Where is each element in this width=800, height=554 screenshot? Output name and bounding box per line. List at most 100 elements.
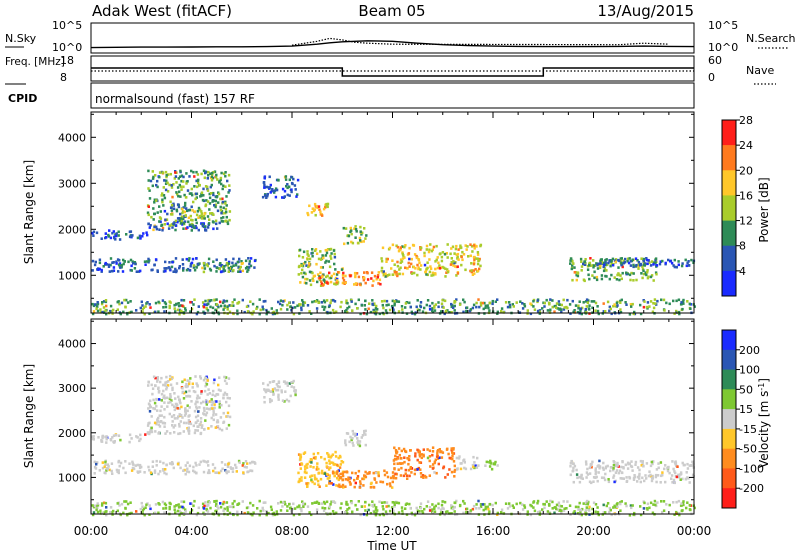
xtick-2: 08:00 — [275, 524, 310, 538]
power-band-3 — [180, 207, 206, 221]
power-band-7 — [297, 247, 345, 287]
power-band-9 — [380, 243, 483, 278]
power-cbar-tick-1: 8 — [739, 240, 746, 253]
freq-left-label: Freq. [MHz] — [5, 56, 65, 68]
power-band-10 — [342, 225, 368, 246]
velocity-cbar-seg-8 — [722, 488, 736, 509]
xtick-4: 16:00 — [476, 524, 511, 538]
power-ytick-0: 1000 — [58, 269, 86, 282]
velocity-cbar-tick-1: 100 — [739, 364, 760, 377]
power-ytick-3: 4000 — [58, 131, 86, 144]
velocity-band-7 — [455, 455, 480, 471]
cpid-text: normalsound (fast) 157 RF — [95, 92, 255, 106]
power-cbar-seg-0 — [722, 120, 736, 146]
xtick-1: 04:00 — [174, 524, 209, 538]
velocity-panel: 1000 2000 3000 4000 Slant Range [km] 200 100… — [22, 318, 771, 553]
power-cbar-tick-4: 20 — [739, 164, 753, 177]
xtick-3: 12:00 — [375, 524, 410, 538]
power-cbar-tick-5: 24 — [739, 139, 753, 152]
power-cbar-tick-2: 12 — [739, 215, 753, 228]
xtick-5: 20:00 — [576, 524, 611, 538]
velocity-cbar-tick-7: -200 — [739, 482, 764, 495]
velocity-band-0 — [91, 433, 147, 444]
freq-right-label: Nave — [746, 64, 774, 77]
power-band-4 — [91, 257, 257, 274]
velocity-band-6 — [392, 446, 457, 480]
power-cbar-seg-5 — [722, 245, 736, 272]
velocity-band-8 — [484, 459, 499, 471]
freq-left-tick-bottom: 8 — [60, 71, 67, 84]
beam-title: Beam 05 — [358, 2, 425, 20]
power-ytick-2: 3000 — [58, 177, 86, 190]
velocity-cbar-tick-5: -50 — [739, 443, 757, 456]
velocity-cbar-seg-5 — [722, 428, 736, 450]
velocity-data — [91, 374, 696, 517]
noise-left-label: N.Sky — [5, 32, 37, 45]
power-cbar-tick-0: 4 — [739, 265, 746, 278]
velocity-cbar-seg-0 — [722, 330, 736, 351]
power-cbar-seg-4 — [722, 220, 736, 247]
power-data — [91, 169, 696, 316]
power-cbar-seg-2 — [722, 170, 736, 196]
noise-right-label: N.Search — [746, 32, 796, 45]
freq-right-tick-bottom: 0 — [708, 71, 715, 84]
noise-left-tick-top: 10^5 — [52, 19, 82, 32]
velocity-band-1 — [146, 374, 232, 436]
velocity-cbar-seg-1 — [722, 349, 736, 371]
power-band-8 — [317, 271, 382, 287]
velocity-cbar-frame — [721, 329, 737, 509]
velocity-cbar-tick-4: -15 — [739, 423, 757, 436]
velocity-ytick-1: 2000 — [58, 427, 86, 440]
velocity-cbar-tick-3: 15 — [739, 403, 753, 416]
noise-frame — [90, 22, 695, 54]
power-band-1 — [147, 220, 219, 232]
freq-series-0 — [91, 67, 694, 77]
power-cbar-seg-3 — [722, 195, 736, 221]
velocity-cbar-seg-7 — [722, 468, 736, 489]
velocity-cbar-seg-3 — [722, 389, 736, 410]
x-axis-label: Time UT — [366, 539, 417, 553]
velocity-ytick-3: 4000 — [58, 338, 86, 351]
velocity-cbar-seg-4 — [722, 409, 736, 430]
power-cbar-label: Power [dB] — [757, 177, 771, 242]
xtick-0: 00:00 — [74, 524, 109, 538]
power-ytick-1: 2000 — [58, 223, 86, 236]
power-band-14 — [91, 298, 696, 316]
power-cbar-seg-6 — [722, 270, 736, 297]
velocity-ytick-0: 1000 — [58, 471, 86, 484]
velocity-band-4 — [297, 450, 345, 489]
velocity-ytick-2: 3000 — [58, 382, 86, 395]
date-title: 13/Aug/2015 — [597, 2, 694, 20]
velocity-cbar-tick-2: 50 — [739, 383, 753, 396]
noise-right-tick-top: 10^5 — [708, 19, 738, 32]
noise-series-1 — [291, 37, 669, 46]
cpid-panel: CPID normalsound (fast) 157 RF — [8, 82, 695, 109]
velocity-band-9 — [344, 429, 367, 448]
power-cbar-frame — [721, 119, 737, 297]
freq-right-tick-top: 60 — [708, 54, 722, 67]
velocity-cbar-seg-2 — [722, 369, 736, 390]
velocity-band-2 — [93, 459, 257, 476]
freq-left-tick-top: 18 — [60, 54, 74, 67]
noise-left-tick-bottom: 10^0 — [52, 41, 82, 54]
power-band-13 — [582, 257, 696, 269]
power-cbar-tick-6: 28 — [739, 114, 753, 127]
power-cbar-tick-3: 16 — [739, 189, 753, 202]
xtick-6: 00:00 — [677, 524, 712, 538]
power-band-11 — [306, 202, 330, 217]
velocity-band-5 — [330, 469, 395, 489]
power-panel: 1000 2000 3000 4000 Slant Range [km] 4 8 12 16… — [22, 111, 771, 316]
power-band-0 — [91, 229, 149, 241]
velocity-band-10 — [569, 459, 695, 485]
velocity-cbar-tick-0: 200 — [739, 344, 760, 357]
power-cbar-seg-1 — [722, 145, 736, 171]
velocity-ylabel: Slant Range [km] — [22, 364, 36, 468]
noise-series-0 — [90, 40, 695, 49]
noise-right-tick-bottom: 10^0 — [708, 41, 738, 54]
velocity-cbar-tick-6: -100 — [739, 462, 764, 475]
power-band-5 — [192, 261, 244, 274]
power-band-6 — [261, 175, 300, 199]
cpid-frame — [90, 82, 695, 109]
velocity-band-3 — [262, 379, 297, 404]
